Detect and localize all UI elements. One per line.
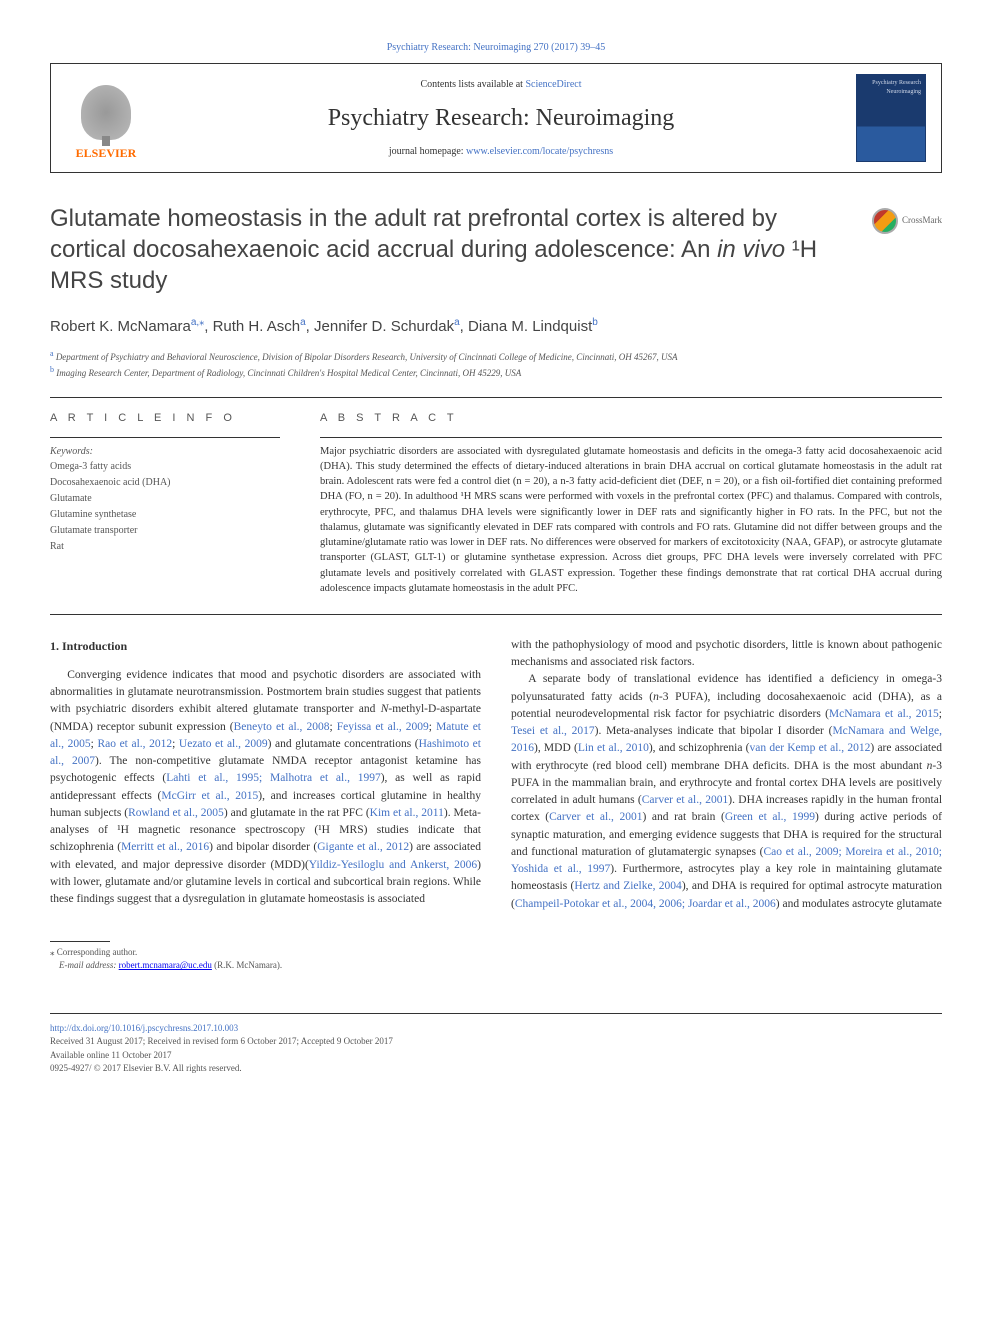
article-title: Glutamate homeostasis in the adult rat p…: [50, 203, 942, 297]
article-footer: http://dx.doi.org/10.1016/j.pscychresns.…: [50, 1013, 942, 1076]
author-3: Jennifer D. Schurdak: [314, 318, 454, 335]
author-4-affiliation[interactable]: b: [592, 317, 598, 328]
homepage-line: journal homepage: www.elsevier.com/locat…: [146, 144, 856, 159]
title-line-2-suffix: ¹H: [785, 236, 817, 263]
divider-bottom: [50, 614, 942, 615]
citation-link[interactable]: Green et al., 1999: [725, 811, 815, 823]
divider-top: [50, 397, 942, 398]
keyword: Docosahexaenoic acid (DHA): [50, 475, 280, 490]
citation-link[interactable]: Gigante et al., 2012: [317, 841, 409, 853]
author-3-affiliation[interactable]: a: [454, 317, 460, 328]
journal-name: Psychiatry Research: Neuroimaging: [146, 100, 856, 136]
crossmark-badge[interactable]: CrossMark: [872, 208, 942, 234]
title-line-2-prefix: cortical docosahexaenoic acid accrual du…: [50, 236, 717, 263]
intro-paragraph-1: Converging evidence indicates that mood …: [50, 667, 481, 909]
available-date: Available online 11 October 2017: [50, 1049, 942, 1063]
citation-link[interactable]: Uezato et al., 2009: [179, 738, 268, 750]
column-left: 1. Introduction Converging evidence indi…: [50, 637, 481, 913]
header-box: ELSEVIER Contents lists available at Sci…: [50, 63, 942, 173]
citation-link[interactable]: Hertz and Zielke, 2004: [574, 880, 681, 892]
author-1-corresponding[interactable]: ⁎: [199, 317, 204, 328]
citation-link[interactable]: Rowland et al., 2005: [128, 807, 224, 819]
keyword: Glutamine synthetase: [50, 507, 280, 522]
abstract-divider: [320, 437, 942, 438]
article-info-label: A R T I C L E I N F O: [50, 410, 280, 427]
keywords-label: Keywords:: [50, 444, 280, 459]
citation-link[interactable]: Lin et al., 2010: [578, 742, 649, 754]
intro-paragraph-2: A separate body of translational evidenc…: [511, 671, 942, 913]
keyword: Rat: [50, 539, 280, 554]
citation-link[interactable]: Carver et al., 2001: [549, 811, 642, 823]
elsevier-logo-text: ELSEVIER: [76, 144, 137, 162]
citation-link[interactable]: Lahti et al., 1995; Malhotra et al., 199…: [166, 772, 381, 784]
citation-link[interactable]: Feyissa et al., 2009: [337, 721, 429, 733]
keyword: Omega-3 fatty acids: [50, 459, 280, 474]
authors-list: Robert K. McNamaraa,⁎, Ruth H. Ascha, Je…: [50, 315, 942, 339]
section-heading-1: 1. Introduction: [50, 637, 481, 655]
received-dates: Received 31 August 2017; Received in rev…: [50, 1035, 942, 1049]
copyright-line: 0925-4927/ © 2017 Elsevier B.V. All righ…: [50, 1062, 942, 1076]
author-2: Ruth H. Asch: [213, 318, 301, 335]
corresponding-email-link[interactable]: robert.mcnamara@uc.edu: [119, 960, 212, 970]
citation-link[interactable]: McNamara et al., 2015: [829, 708, 939, 720]
affiliation-b: Imaging Research Center, Department of R…: [54, 368, 521, 378]
title-line-1: Glutamate homeostasis in the adult rat p…: [50, 205, 777, 232]
citation-link[interactable]: Beneyto et al., 2008: [234, 721, 330, 733]
contents-prefix: Contents lists available at: [420, 79, 525, 90]
article-info-divider: [50, 437, 280, 438]
email-suffix: (R.K. McNamara).: [212, 960, 282, 970]
author-2-affiliation[interactable]: a: [300, 317, 306, 328]
corresponding-author-note: ⁎ Corresponding author. E-mail address: …: [50, 941, 942, 973]
author-1: Robert K. McNamara: [50, 318, 191, 335]
citation-link[interactable]: Yildiz-Yesiloglu and Ankerst, 2006: [309, 859, 477, 871]
title-italic: in vivo: [717, 236, 785, 263]
keyword: Glutamate: [50, 491, 280, 506]
footnote-divider: [50, 941, 110, 942]
affiliation-a: Department of Psychiatry and Behavioral …: [54, 352, 678, 362]
keywords-list: Omega-3 fatty acids Docosahexaenoic acid…: [50, 459, 280, 554]
citation-link[interactable]: Tesei et al., 2017: [511, 725, 595, 737]
citation-link[interactable]: Rao et al., 2012: [97, 738, 172, 750]
homepage-prefix: journal homepage:: [389, 146, 466, 157]
author-1-affiliation[interactable]: a,: [191, 317, 199, 328]
corr-text: Corresponding author.: [55, 947, 138, 957]
homepage-link[interactable]: www.elsevier.com/locate/psychresns: [466, 146, 613, 157]
citation-link[interactable]: van der Kemp et al., 2012: [750, 742, 871, 754]
elsevier-logo: ELSEVIER: [66, 74, 146, 162]
contents-line: Contents lists available at ScienceDirec…: [146, 77, 856, 92]
keyword: Glutamate transporter: [50, 523, 280, 538]
crossmark-icon: [872, 208, 898, 234]
journal-citation: Psychiatry Research: Neuroimaging 270 (2…: [50, 40, 942, 55]
affiliations: a Department of Psychiatry and Behaviora…: [50, 348, 942, 379]
sciencedirect-link[interactable]: ScienceDirect: [525, 79, 581, 90]
abstract-text: Major psychiatric disorders are associat…: [320, 444, 942, 596]
column-right: with the pathophysiology of mood and psy…: [511, 637, 942, 913]
email-label: E-mail address:: [59, 960, 119, 970]
citation-link[interactable]: Merritt et al., 2016: [121, 841, 209, 853]
citation-link[interactable]: Kim et al., 2011: [370, 807, 444, 819]
author-4: Diana M. Lindquist: [468, 318, 592, 335]
abstract-label: A B S T R A C T: [320, 410, 942, 427]
citation-link[interactable]: Champeil-Potokar et al., 2004, 2006; Joa…: [515, 898, 776, 910]
journal-cover-thumbnail: Psychiatry Research Neuroimaging: [856, 74, 926, 162]
citation-link[interactable]: McGirr et al., 2015: [161, 790, 258, 802]
doi-link[interactable]: http://dx.doi.org/10.1016/j.pscychresns.…: [50, 1023, 238, 1033]
intro-continuation: with the pathophysiology of mood and psy…: [511, 637, 942, 672]
title-line-3: MRS study: [50, 267, 167, 294]
elsevier-tree-icon: [81, 85, 131, 140]
citation-link[interactable]: Carver et al., 2001: [642, 794, 729, 806]
journal-cover-text: Psychiatry Research Neuroimaging: [857, 79, 921, 97]
crossmark-label: CrossMark: [902, 214, 942, 228]
